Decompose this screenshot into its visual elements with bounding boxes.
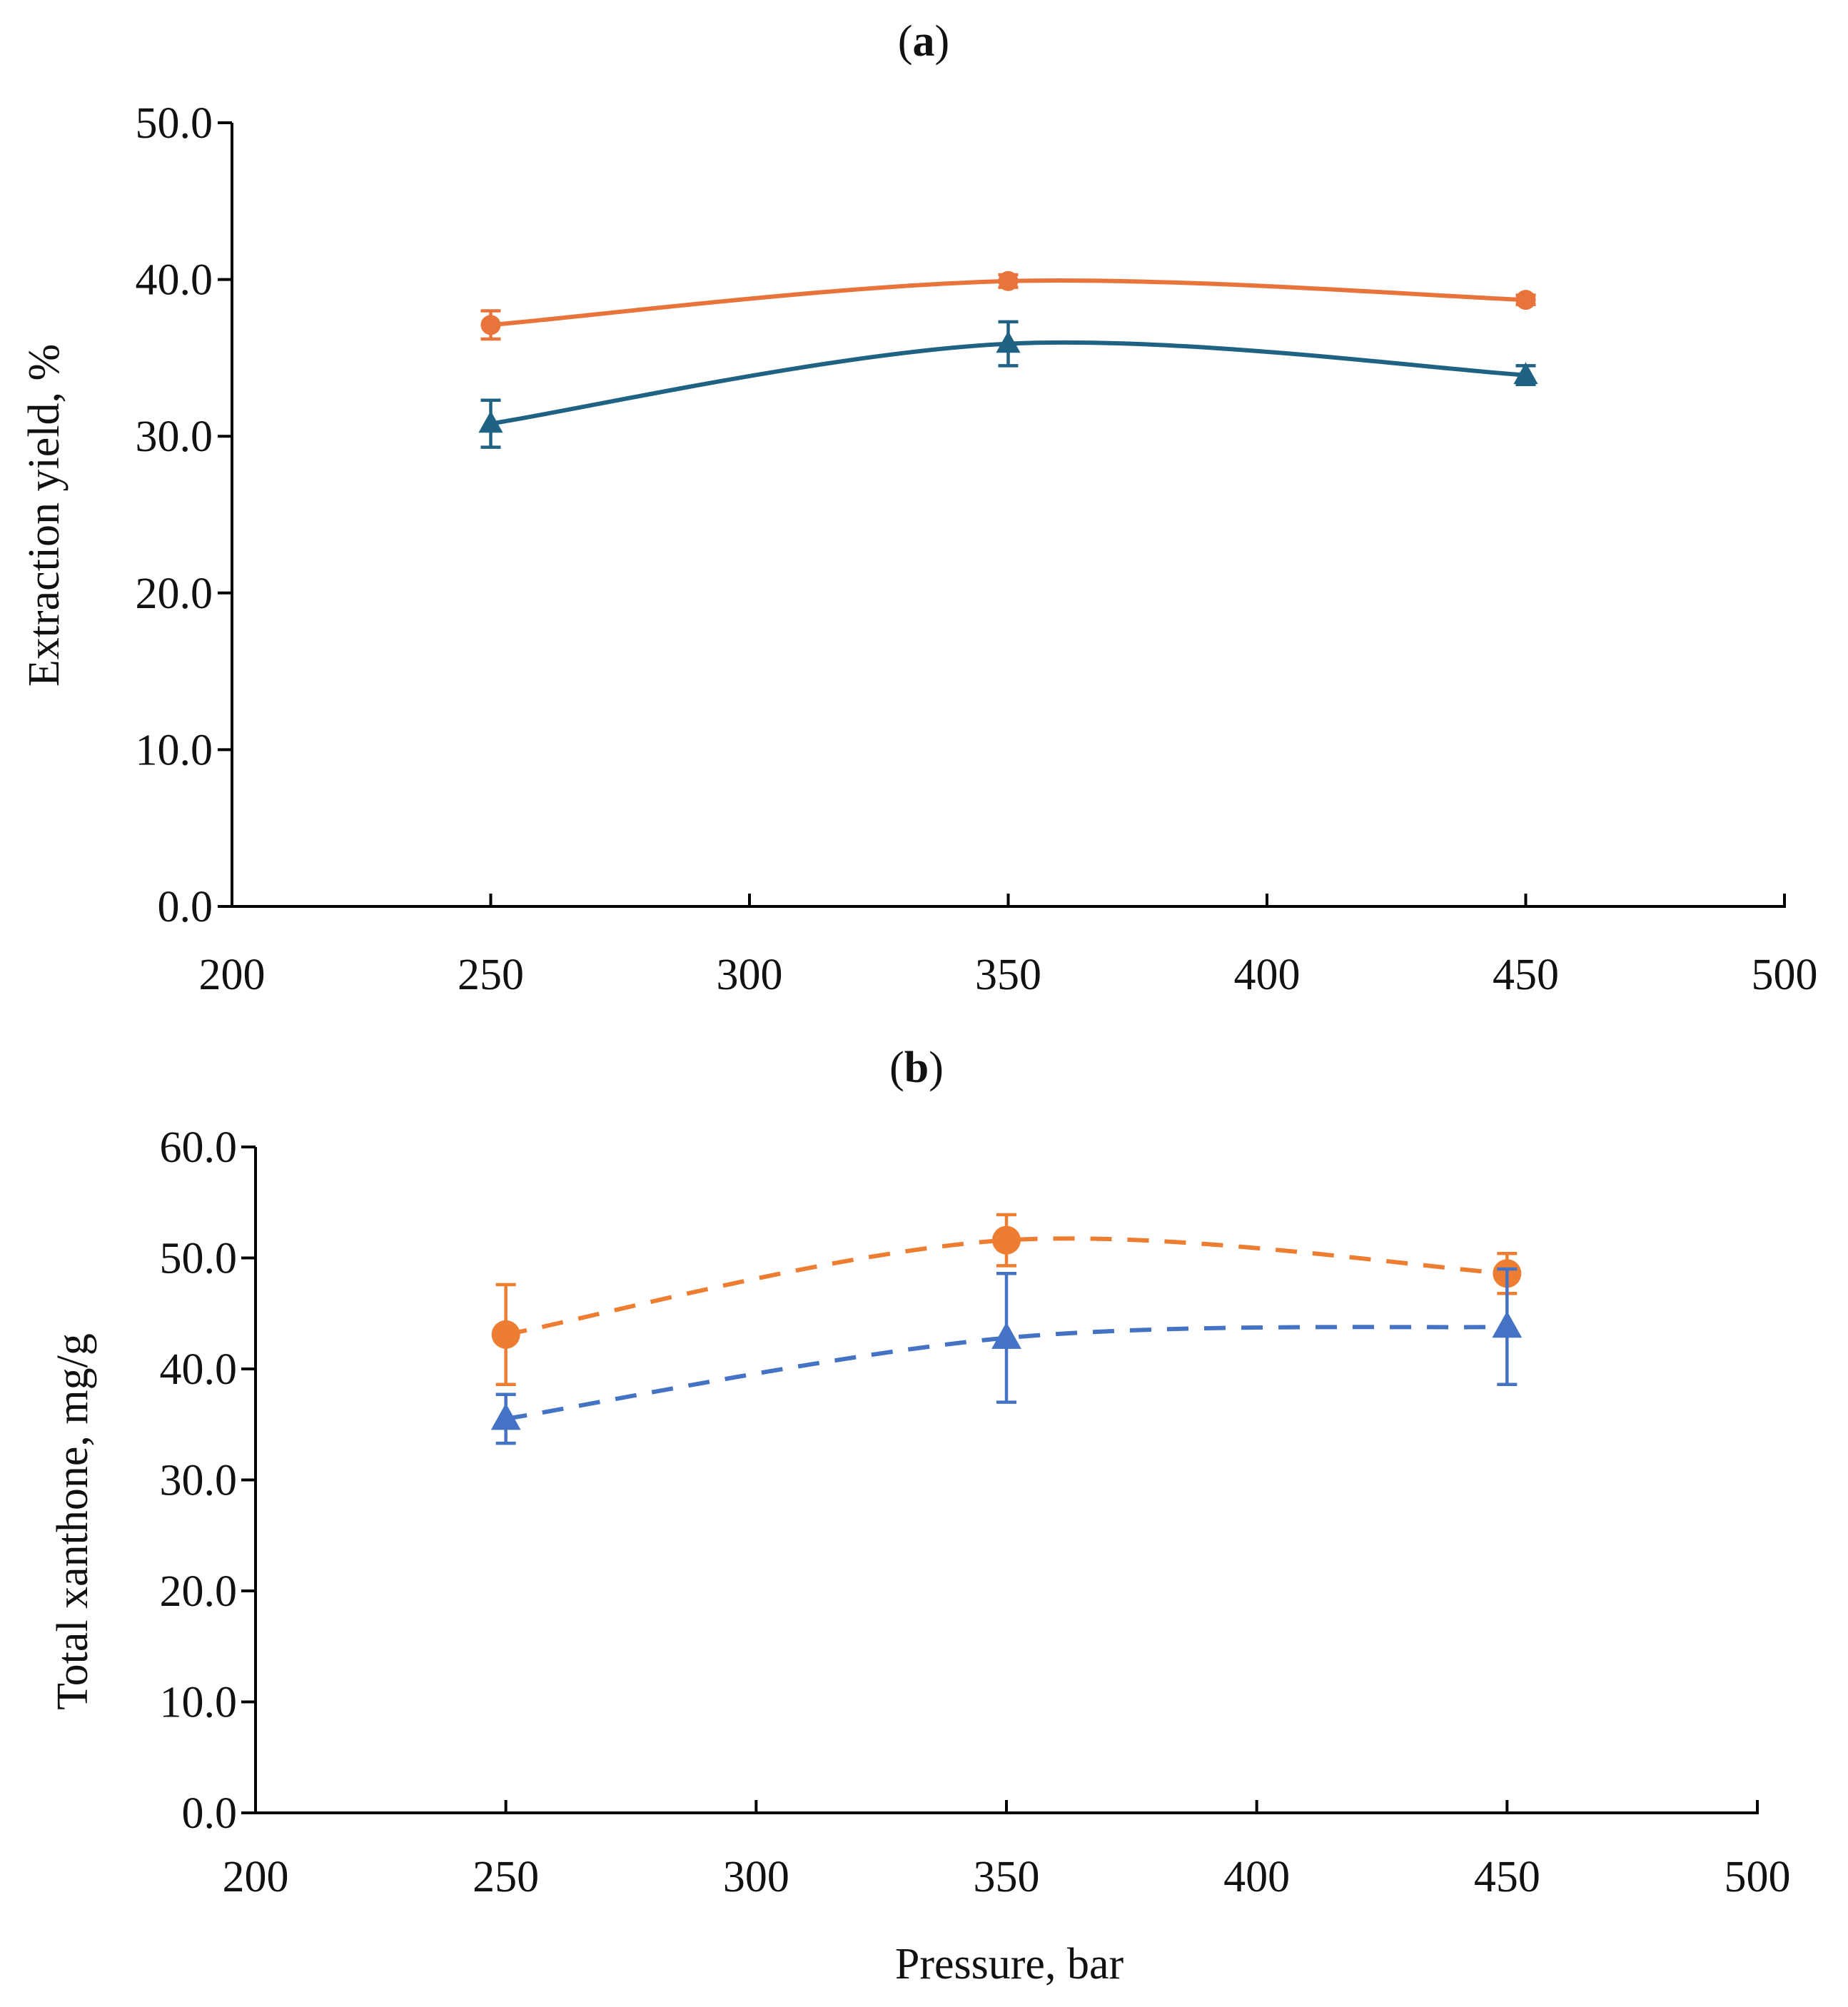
- y-tick-label: 20.0: [136, 570, 213, 618]
- panel-b-plot-area: [490, 1213, 1523, 1445]
- y-tick-label: 50.0: [160, 1235, 238, 1283]
- x-tick-label: 200: [223, 1853, 289, 1901]
- x-tick-label: 500: [1725, 1853, 1791, 1901]
- panel-b-x-axis-title: Pressure, bar: [895, 1940, 1124, 1988]
- x-tick-label: 250: [473, 1853, 539, 1901]
- panel-a-y-ticks: 0.0 10.0 20.0 30.0 40.0 50.0: [136, 99, 232, 931]
- panel-a: (a) Extraction yield, % 200 250 300 350 400 4…: [20, 17, 1818, 999]
- y-tick-label: 30.0: [136, 413, 213, 461]
- panel-a-letter: a: [913, 17, 935, 66]
- y-tick-label: 10.0: [160, 1679, 238, 1727]
- series-triangle: [490, 1267, 1523, 1445]
- x-tick-label: 500: [1752, 951, 1818, 999]
- series-line: [505, 1324, 1508, 1421]
- y-tick-label: 60.0: [160, 1123, 238, 1172]
- series-circle: [480, 271, 1536, 341]
- data-point-circle: [480, 315, 501, 335]
- panel-b-label: (b): [889, 1043, 944, 1092]
- y-tick-label: 40.0: [160, 1345, 238, 1394]
- data-point-triangle: [490, 1402, 521, 1430]
- x-tick-label: 350: [975, 951, 1041, 999]
- panel-a-plot-area: [478, 271, 1538, 449]
- y-tick-label: 40.0: [136, 256, 213, 305]
- x-tick-label: 350: [974, 1853, 1040, 1901]
- x-tick-label: 400: [1223, 1853, 1290, 1901]
- panel-b-y-ticks: 0.0 10.0 20.0 30.0 40.0 50.0 60.0: [160, 1123, 256, 1838]
- panel-b-axes: [254, 1147, 1757, 1814]
- x-tick-label: 450: [1474, 1853, 1540, 1901]
- series-circle: [491, 1213, 1522, 1387]
- panel-a-x-ticks: 200 250 300 350 400 450 500: [199, 894, 1818, 999]
- panel-b-letter: b: [904, 1043, 929, 1092]
- data-point-triangle: [478, 410, 503, 433]
- panel-b: (b) Total xanthone, mg/g Pressure, bar 2…: [49, 1043, 1791, 1988]
- x-tick-label: 200: [199, 951, 266, 999]
- x-tick-label: 400: [1234, 951, 1301, 999]
- y-tick-label: 0.0: [158, 883, 213, 931]
- data-point-circle: [1515, 290, 1536, 310]
- series-line: [505, 1236, 1508, 1337]
- panel-a-label: (a): [898, 17, 949, 66]
- data-point-triangle: [1513, 362, 1538, 385]
- x-tick-label: 300: [723, 1853, 789, 1901]
- data-point-circle: [998, 271, 1019, 291]
- y-tick-label: 50.0: [136, 99, 213, 148]
- panel-a-y-axis-title: Extraction yield, %: [20, 344, 69, 687]
- y-tick-label: 30.0: [160, 1457, 238, 1505]
- y-tick-label: 0.0: [182, 1789, 238, 1838]
- data-point-circle: [491, 1320, 520, 1349]
- data-point-triangle: [1492, 1310, 1523, 1338]
- x-tick-label: 250: [458, 951, 524, 999]
- data-point-triangle: [991, 1322, 1021, 1349]
- y-tick-label: 10.0: [136, 726, 213, 774]
- panel-a-axes: [231, 123, 1784, 908]
- x-tick-label: 450: [1493, 951, 1559, 999]
- panel-b-y-axis-title: Total xanthone, mg/g: [49, 1333, 97, 1710]
- panel-b-x-ticks: 200 250 300 350 400 450 500: [223, 1800, 1791, 1901]
- data-point-triangle: [996, 330, 1021, 353]
- x-tick-label: 300: [717, 951, 783, 999]
- y-tick-label: 20.0: [160, 1567, 238, 1616]
- data-point-circle: [992, 1225, 1021, 1255]
- series-triangle: [478, 320, 1538, 449]
